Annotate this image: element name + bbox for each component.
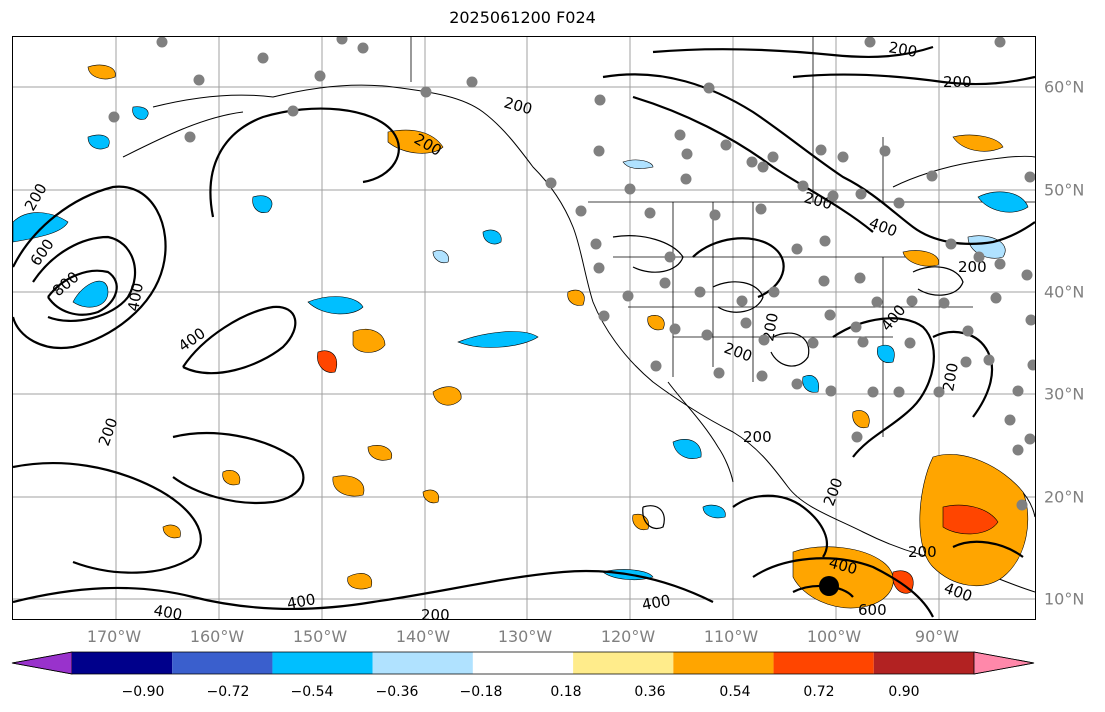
- lat-label-30n: 30°N: [1044, 384, 1085, 404]
- graticule: [13, 37, 1035, 619]
- contour-label: 600: [858, 601, 887, 619]
- colorbar: [11, 651, 1035, 675]
- colorbar-segment: [773, 652, 874, 674]
- contour-label: 400: [286, 590, 317, 613]
- lat-label-40n: 40°N: [1044, 282, 1085, 302]
- contour-lines: [13, 45, 1035, 618]
- map-canvas: 200 600 800 400 400 200 200 200 200 200 …: [13, 37, 1035, 619]
- contour-label: 400: [175, 324, 209, 355]
- lon-label-110w: 110°W: [703, 627, 759, 646]
- contour-label: 200: [820, 475, 847, 508]
- lon-label-140w: 140°W: [395, 627, 451, 646]
- positive-shading: [87, 64, 1029, 609]
- map-title: 2025061200 F024: [449, 8, 596, 27]
- colorbar-tick: 0.54: [719, 684, 751, 700]
- colorbar-segment: [673, 652, 774, 674]
- station-markers: [108, 37, 1035, 511]
- colorbar-extend-low: [11, 651, 73, 675]
- map-panel[interactable]: 200 600 800 400 400 200 200 200 200 200 …: [12, 36, 1036, 620]
- colorbar-tick: −0.72: [206, 684, 250, 700]
- negative-shading: [13, 106, 1029, 581]
- contour-label: 400: [867, 214, 900, 241]
- contour-label: 400: [124, 281, 147, 312]
- colorbar-outline: [11, 651, 1035, 675]
- colorbar-tick: −0.54: [290, 684, 334, 700]
- contour-label: 200: [421, 606, 450, 619]
- lon-label-170w: 170°W: [86, 627, 142, 646]
- contour-label: 200: [943, 73, 972, 91]
- contour-label: 200: [95, 415, 122, 448]
- political-borders: [410, 37, 1035, 437]
- colorbar-segment: [573, 652, 674, 674]
- colorbar-segment: [873, 652, 974, 674]
- lon-label-100w: 100°W: [806, 627, 862, 646]
- colorbar-tick: −0.18: [459, 684, 503, 700]
- lon-label-150w: 150°W: [292, 627, 348, 646]
- colorbar-tick: 0.90: [888, 684, 920, 700]
- colorbar-tick: 0.18: [550, 684, 582, 700]
- lon-label-160w: 160°W: [189, 627, 245, 646]
- lon-label-130w: 130°W: [497, 627, 553, 646]
- colorbar-segment: [372, 652, 473, 674]
- coastlines: [122, 84, 1035, 593]
- contour-label: 400: [877, 301, 909, 335]
- colorbar-tick: −0.36: [375, 684, 419, 700]
- colorbar-segment: [472, 652, 574, 674]
- colorbar-segment: [172, 652, 273, 674]
- colorbar-tick: 0.72: [803, 684, 835, 700]
- lat-label-60n: 60°N: [1044, 77, 1085, 97]
- colorbar-extend-high: [973, 651, 1035, 675]
- contour-label: 400: [641, 591, 672, 614]
- colorbar-tick: −0.90: [121, 684, 165, 700]
- lat-label-50n: 50°N: [1044, 180, 1085, 200]
- contour-label: 200: [939, 361, 962, 392]
- lat-label-10n: 10°N: [1044, 589, 1085, 609]
- contour-label: 200: [21, 180, 51, 214]
- contour-label: 400: [152, 601, 183, 619]
- storm-center-marker: [819, 576, 839, 596]
- colorbar-segment: [272, 652, 373, 674]
- lon-label-90w: 90°W: [914, 627, 960, 646]
- contour-label: 200: [722, 339, 755, 366]
- contour-label: 200: [887, 38, 918, 61]
- lat-label-20n: 20°N: [1044, 487, 1085, 507]
- colorbar-segment: [72, 652, 173, 674]
- thin-contours: [612, 235, 964, 529]
- contour-label: 200: [908, 543, 937, 561]
- contour-label: 200: [502, 93, 534, 118]
- contour-label: 200: [958, 258, 987, 276]
- colorbar-tick: 0.36: [634, 684, 666, 700]
- lon-label-120w: 120°W: [600, 627, 656, 646]
- contour-label: 200: [743, 428, 772, 446]
